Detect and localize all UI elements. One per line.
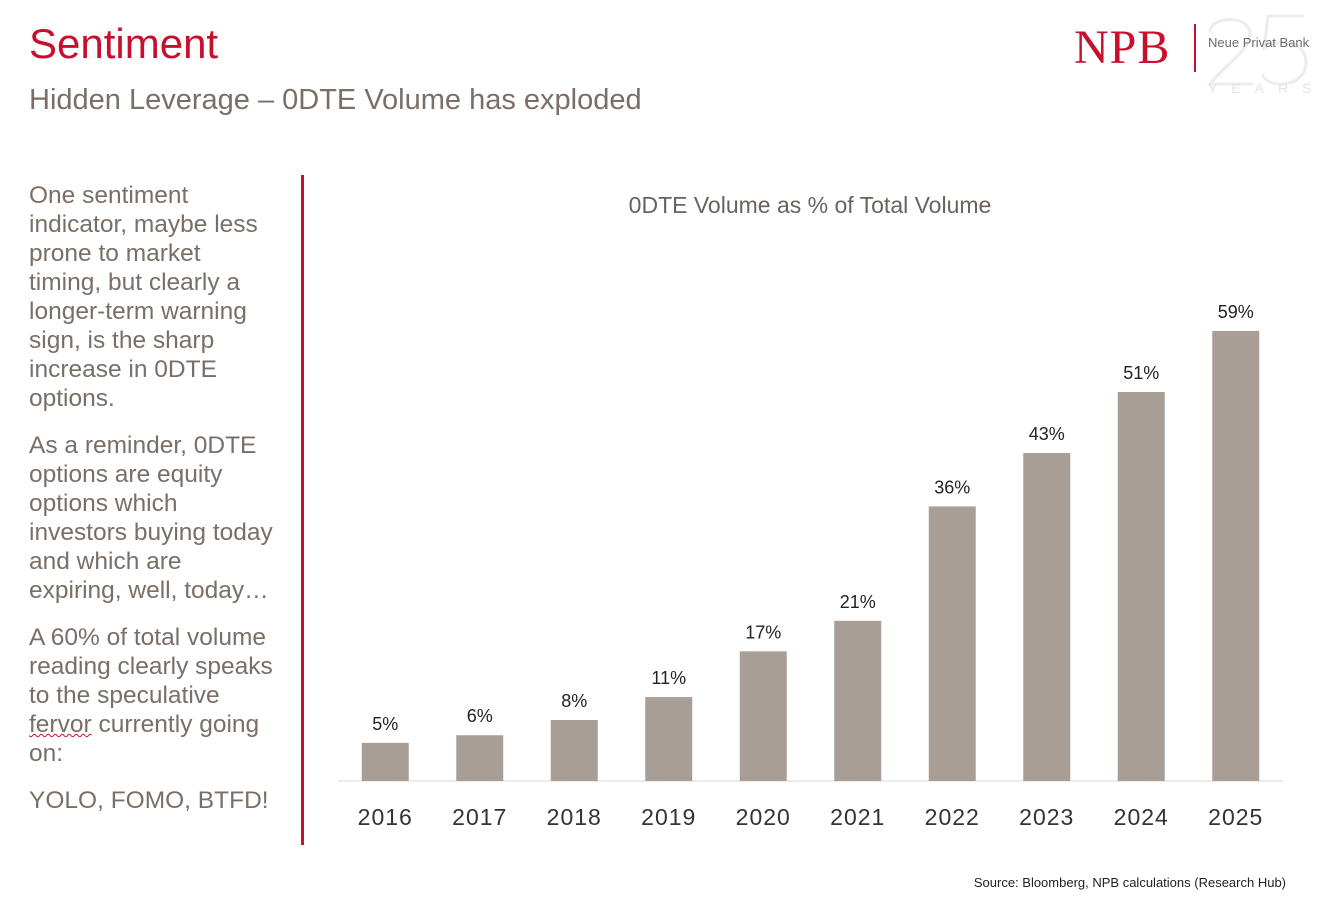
red-divider — [301, 175, 304, 845]
x-tick-label: 2019 — [641, 804, 696, 830]
logo-years: YEARS — [1208, 80, 1326, 96]
commentary-text: A 60% of total volume reading clearly sp… — [29, 624, 273, 709]
bar-2023 — [1023, 453, 1071, 781]
x-tick-label: 2016 — [358, 804, 413, 830]
data-label: 6% — [467, 706, 493, 726]
data-label: 36% — [934, 477, 970, 497]
x-tick-label: 2018 — [547, 804, 602, 830]
commentary: One sentiment indicator, maybe less pron… — [29, 181, 279, 833]
x-tick-label: 2024 — [1114, 804, 1169, 830]
x-tick-label: 2017 — [452, 804, 507, 830]
data-label: 21% — [840, 592, 876, 612]
data-label: 5% — [372, 714, 398, 734]
data-label: 51% — [1123, 363, 1159, 383]
bar-2016 — [361, 742, 409, 781]
bar-2020 — [739, 651, 787, 781]
bar-2022 — [928, 506, 976, 781]
data-label: 43% — [1029, 424, 1065, 444]
chart-title: 0DTE Volume as % of Total Volume — [628, 192, 992, 218]
logo-divider — [1194, 24, 1196, 72]
bar-2021 — [834, 620, 882, 781]
logo-brand: NPB — [1074, 21, 1171, 74]
bar-2024 — [1117, 392, 1165, 781]
commentary-paragraph: A 60% of total volume reading clearly sp… — [29, 623, 279, 768]
page-subtitle: Hidden Leverage – 0DTE Volume has explod… — [29, 84, 642, 116]
bar-2017 — [456, 735, 504, 781]
spellcheck-word: fervor — [29, 711, 92, 738]
logo-bank-name: Neue Privat Bank — [1208, 35, 1310, 50]
commentary-text: currently going on: — [29, 711, 260, 767]
x-tick-label: 2025 — [1208, 804, 1263, 830]
data-label: 59% — [1218, 302, 1254, 322]
x-tick-label: 2020 — [736, 804, 791, 830]
x-tick-label: 2023 — [1019, 804, 1074, 830]
page-title: Sentiment — [29, 20, 219, 67]
bar-2018 — [550, 719, 598, 781]
x-tick-label: 2022 — [925, 804, 980, 830]
data-label: 17% — [745, 622, 781, 642]
commentary-paragraph: As a reminder, 0DTE options are equity o… — [29, 432, 273, 604]
data-label: 11% — [651, 668, 686, 688]
bar-2019 — [645, 697, 693, 781]
logo-anniversary-graphic — [1206, 14, 1308, 86]
bar-2025 — [1212, 331, 1260, 781]
commentary-paragraph: One sentiment indicator, maybe less pron… — [29, 182, 258, 412]
data-label: 8% — [561, 691, 587, 711]
npb-logo: NPB Neue Privat Bank YEARS — [1072, 10, 1312, 100]
commentary-paragraph: YOLO, FOMO, BTFD! — [29, 787, 269, 814]
source-note: Source: Bloomberg, NPB calculations (Res… — [973, 875, 1286, 890]
x-tick-label: 2021 — [830, 804, 885, 830]
